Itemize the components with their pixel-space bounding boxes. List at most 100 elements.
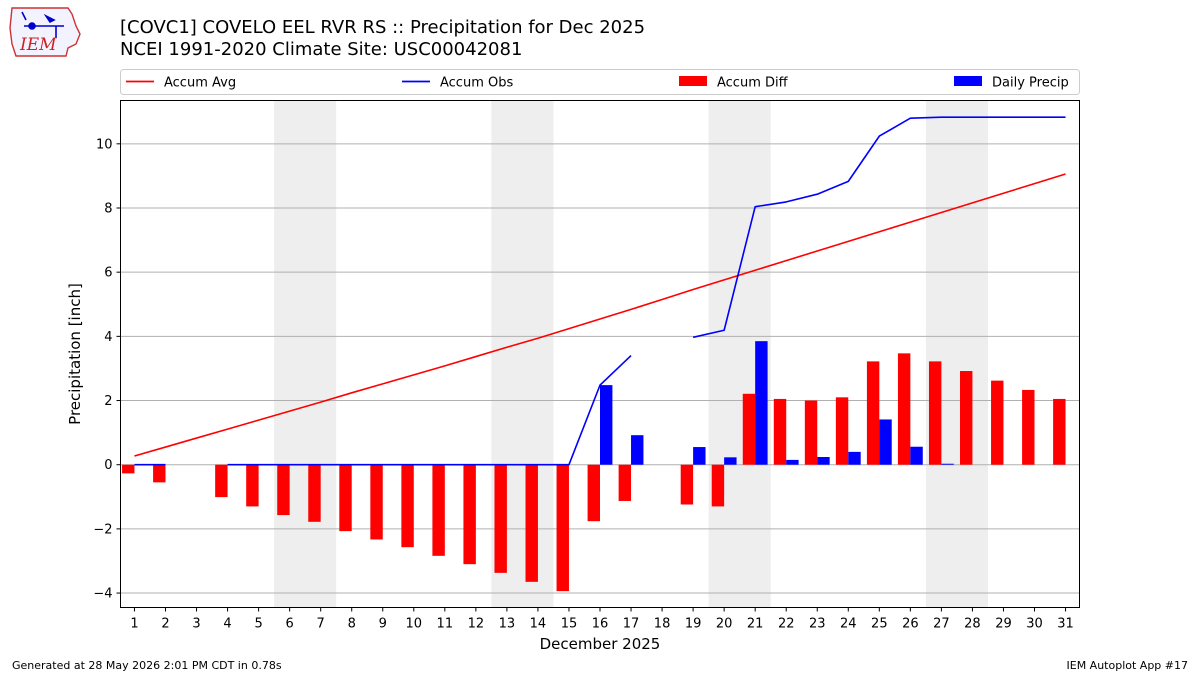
weekend-shade-band xyxy=(491,100,554,608)
weekend-shade-band xyxy=(274,100,337,608)
x-tick-label: 8 xyxy=(348,617,356,632)
weekend-shade-band xyxy=(925,100,988,608)
x-tick-label: 20 xyxy=(716,617,733,632)
accum-diff-bar xyxy=(308,464,321,522)
x-tick-label: 9 xyxy=(379,617,387,632)
x-tick-label: 29 xyxy=(995,617,1012,632)
daily-precip-bar xyxy=(910,446,923,465)
x-tick-label: 4 xyxy=(223,617,231,632)
y-tick-label: 2 xyxy=(104,394,112,409)
accum-diff-bar xyxy=(494,464,507,573)
accum-diff-bar xyxy=(153,464,166,483)
x-tick-label: 21 xyxy=(747,617,764,632)
y-axis: −4 −2 0 2 4 6 8 10 xyxy=(93,137,121,602)
x-tick-label: 14 xyxy=(530,617,547,632)
x-tick-label: 16 xyxy=(592,617,609,632)
accum-diff-bar xyxy=(215,464,228,498)
x-tick-label: 10 xyxy=(406,617,423,632)
x-axis-label: December 2025 xyxy=(540,635,661,653)
x-tick-label: 13 xyxy=(499,617,516,632)
accum-diff-bar xyxy=(866,361,880,465)
accum-diff-bar xyxy=(339,464,352,532)
weekend-shading xyxy=(274,100,988,608)
accum-diff-bar xyxy=(246,464,259,507)
daily-precip-bar xyxy=(600,385,613,465)
y-tick-label: −2 xyxy=(93,522,112,537)
weekend-shade-band xyxy=(708,100,771,608)
accum-obs-line xyxy=(227,355,632,466)
legend: Accum Avg Accum Obs Accum Diff Daily Precip xyxy=(120,69,1080,95)
footer-generated: Generated at 28 May 2026 2:01 PM CDT in … xyxy=(12,659,282,672)
y-tick-label: −4 xyxy=(93,587,112,602)
daily-precip-bar xyxy=(786,459,799,465)
accum-diff-bar xyxy=(277,464,290,516)
chart-subtitle: NCEI 1991-2020 Climate Site: USC00042081 xyxy=(120,39,523,60)
accum-diff-bar xyxy=(804,400,818,465)
daily-precip-bar xyxy=(941,463,954,465)
x-tick-label: 5 xyxy=(254,617,262,632)
accum-diff-bar xyxy=(122,464,135,474)
accum-diff-bar xyxy=(432,464,445,556)
x-tick-label: 18 xyxy=(654,617,671,632)
daily-precip-bar xyxy=(724,457,737,465)
accum-diff-bar xyxy=(401,464,414,548)
accum-diff-bar xyxy=(463,464,476,565)
accum-obs-line xyxy=(692,116,1066,339)
x-tick-label: 19 xyxy=(685,617,702,632)
x-tick-label: 17 xyxy=(623,617,640,632)
x-tick-label: 31 xyxy=(1057,617,1074,632)
accum-diff-bar xyxy=(525,464,538,582)
accum-diff-bar xyxy=(991,380,1004,465)
bars-layer xyxy=(122,341,1066,592)
x-tick-label: 22 xyxy=(778,617,795,632)
accum-diff-bar xyxy=(1053,398,1066,465)
accum-diff-bar xyxy=(587,464,600,522)
x-tick-label: 25 xyxy=(871,617,888,632)
x-axis: 1 2 3 4 5 6 7 8 9 10 11 12 13 14 15 16 17 18 19 20 21 22 23 24 2… xyxy=(130,607,1074,632)
x-tick-label: 27 xyxy=(933,617,950,632)
x-tick-label: 11 xyxy=(437,617,454,632)
accum-diff-bar xyxy=(928,361,942,465)
lines-layer xyxy=(134,116,1066,466)
x-tick-label: 7 xyxy=(317,617,325,632)
footer-app: IEM Autoplot App #17 xyxy=(1066,659,1189,672)
chart-title: [COVC1] COVELO EEL RVR RS :: Precipitati… xyxy=(120,17,646,38)
legend-label: Accum Avg xyxy=(164,76,236,91)
x-tick-label: 12 xyxy=(468,617,485,632)
x-tick-label: 3 xyxy=(192,617,200,632)
x-tick-label: 24 xyxy=(840,617,857,632)
y-axis-label: Precipitation [inch] xyxy=(66,283,84,425)
x-tick-label: 28 xyxy=(964,617,981,632)
grid-lines xyxy=(120,143,1080,594)
iowa-outline-icon xyxy=(9,7,81,57)
plot-frame xyxy=(120,100,1080,608)
accum-diff-bar xyxy=(370,464,383,540)
accum-diff-bar xyxy=(680,464,694,505)
legend-box xyxy=(120,69,1080,95)
y-tick-label: 4 xyxy=(104,330,112,345)
accum-diff-bar xyxy=(1022,389,1035,465)
x-tick-label: 2 xyxy=(161,617,169,632)
daily-precip-bar xyxy=(631,435,644,465)
legend-label: Accum Obs xyxy=(440,76,513,91)
accum-diff-bar xyxy=(773,398,787,465)
legend-bar-swatch xyxy=(954,76,982,86)
legend-bar-swatch xyxy=(679,76,707,86)
iem-logo: IEM xyxy=(9,7,81,57)
accum-diff-bar xyxy=(835,397,849,465)
y-tick-label: 8 xyxy=(104,201,112,216)
accum-diff-bar xyxy=(897,353,911,465)
weather-station-icon xyxy=(21,11,64,38)
daily-precip-bar xyxy=(817,457,830,465)
daily-precip-bar xyxy=(848,451,861,465)
legend-label: Daily Precip xyxy=(992,76,1069,91)
x-tick-label: 23 xyxy=(809,617,826,632)
accum-diff-bar xyxy=(960,371,973,465)
x-tick-label: 15 xyxy=(561,617,578,632)
x-tick-label: 30 xyxy=(1026,617,1043,632)
daily-precip-bar xyxy=(693,447,706,465)
y-tick-label: 6 xyxy=(104,266,112,281)
daily-precip-bar xyxy=(879,419,892,465)
accum-diff-bar xyxy=(556,464,569,592)
